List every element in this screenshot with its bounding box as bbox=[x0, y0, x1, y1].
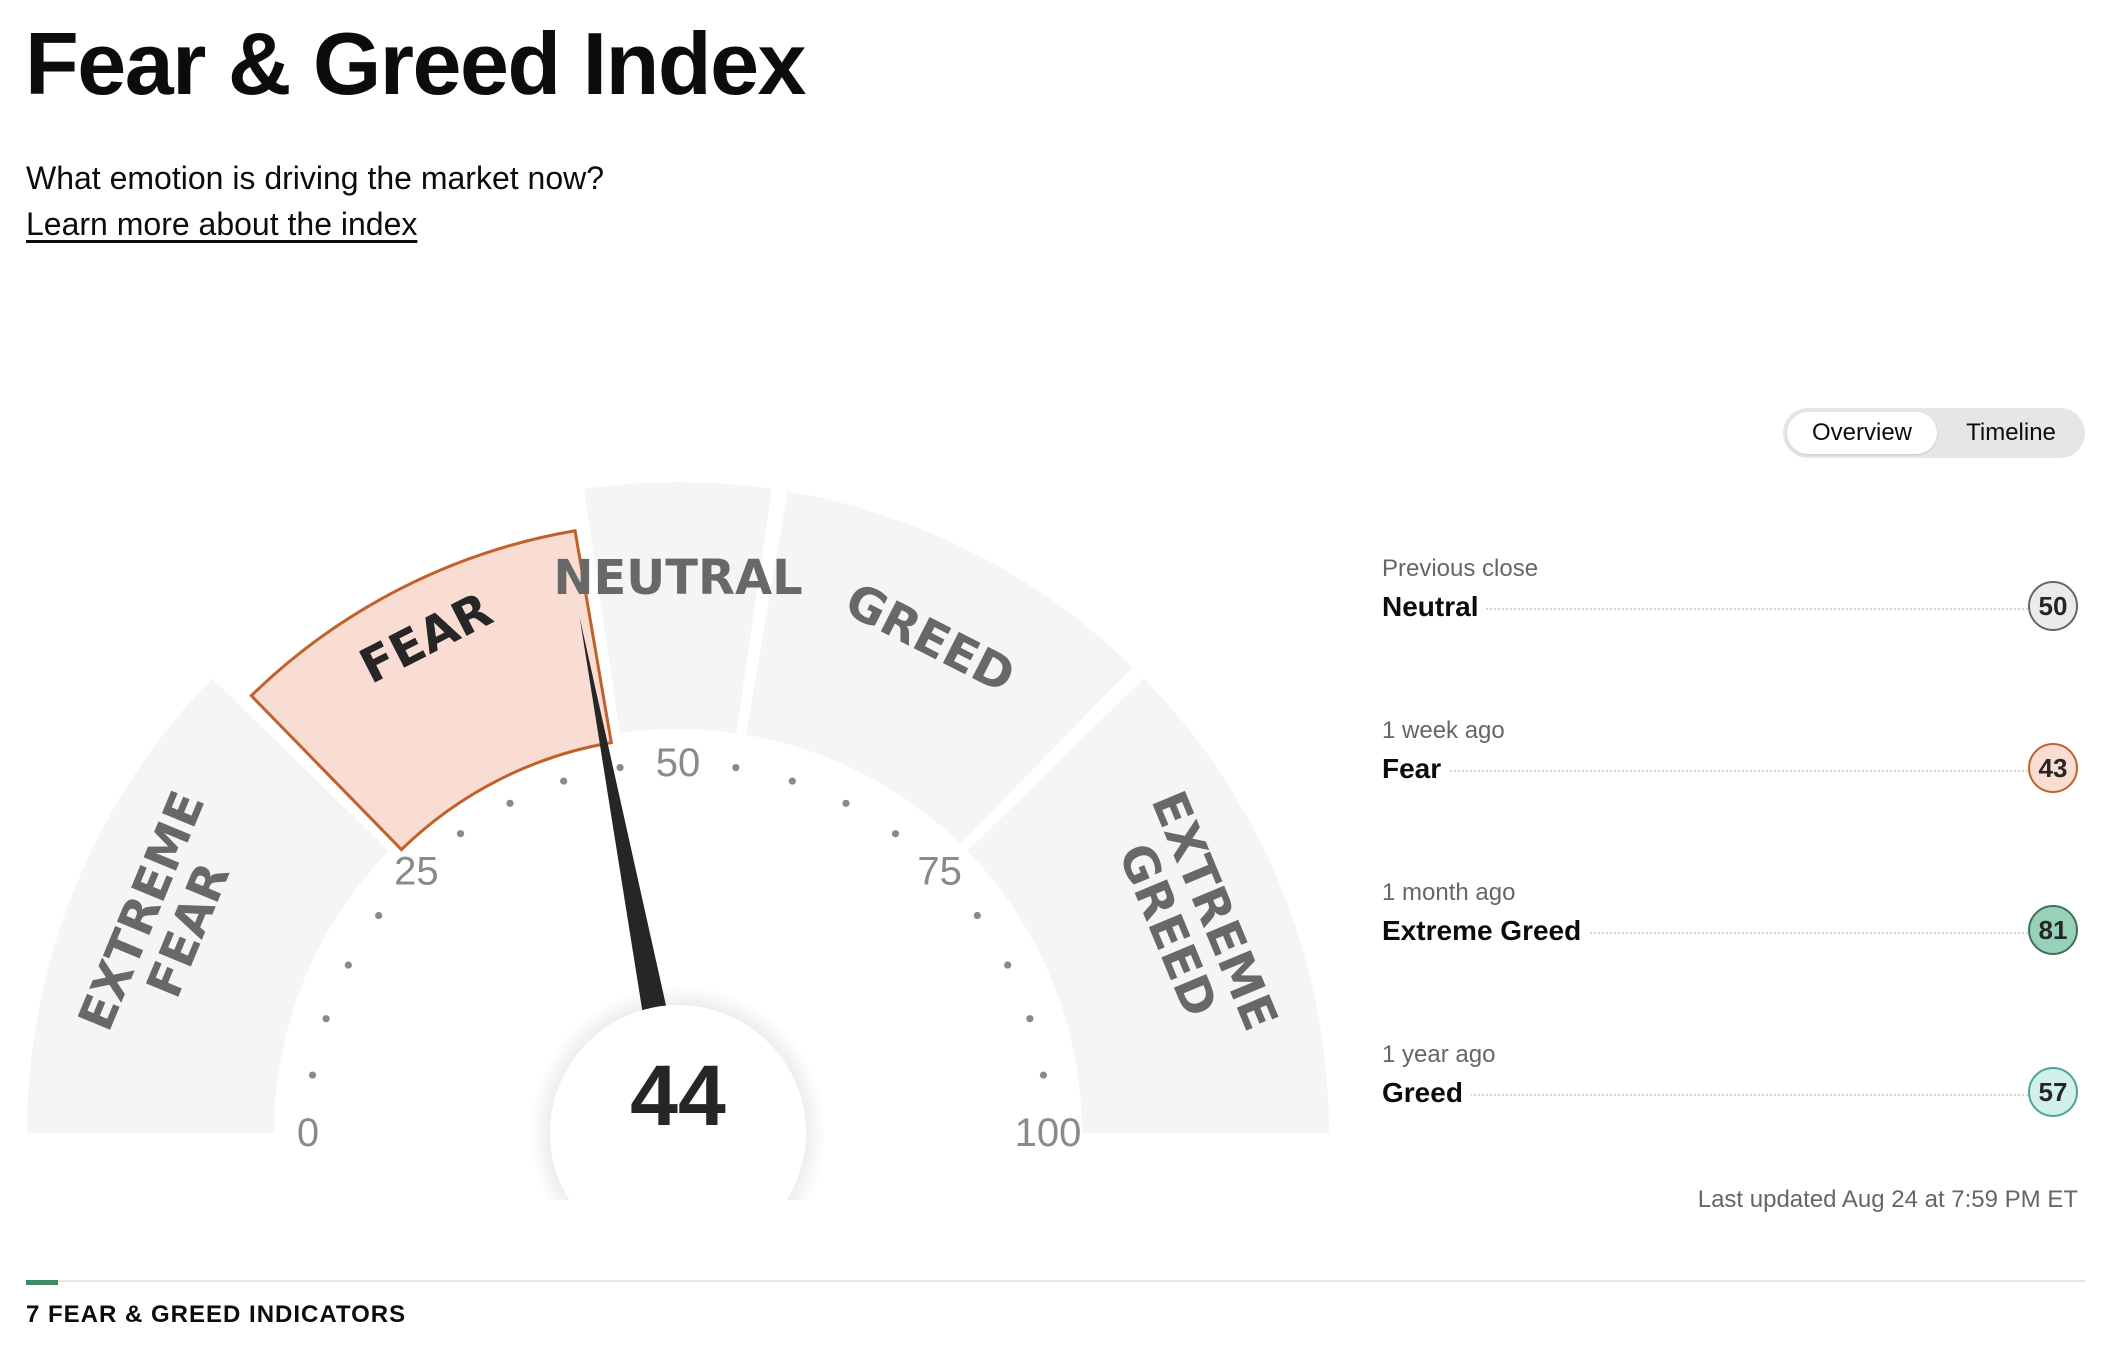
history-label: Previous close bbox=[1382, 555, 1539, 582]
history-rating: Extreme Greed bbox=[1382, 912, 1590, 950]
history-rating: Greed bbox=[1382, 1074, 1471, 1112]
history-value-badge: 50 bbox=[2028, 581, 2078, 631]
history-leader bbox=[1382, 1094, 2048, 1096]
history-value-badge: 57 bbox=[2028, 1067, 2078, 1117]
gauge-segment-fear bbox=[249, 529, 614, 852]
indicators-heading: 7 FEAR & GREED INDICATORS bbox=[26, 1301, 407, 1328]
timeline-tab[interactable]: Timeline bbox=[1966, 419, 2056, 446]
learn-more-link[interactable]: Learn more about the index bbox=[26, 206, 418, 242]
gauge-tick-dot bbox=[322, 1015, 330, 1023]
view-toggle: Overview Timeline bbox=[1783, 408, 2085, 458]
gauge-tick-dot bbox=[560, 777, 568, 785]
gauge-tick-dot bbox=[344, 961, 352, 969]
gauge-tick-dot bbox=[456, 830, 465, 838]
history-leader bbox=[1382, 932, 2048, 934]
page-subtitle: What emotion is driving the market now? bbox=[26, 160, 605, 196]
gauge-tick-dot bbox=[1039, 1071, 1048, 1079]
gauge-tick-dot bbox=[375, 911, 383, 920]
gauge-tick-dot bbox=[842, 799, 850, 807]
gauge-segment-extreme-fear bbox=[27, 678, 389, 1133]
gauge-tick-dot bbox=[732, 763, 740, 772]
gauge-tick-dot bbox=[1004, 961, 1012, 969]
history-item-1-month-ago: 1 month ago Extreme Greed 81 bbox=[1382, 876, 2078, 976]
gauge-tick-dot bbox=[973, 911, 981, 920]
history-item-previous-close: Previous close Neutral 50 bbox=[1382, 552, 2078, 652]
history-label: 1 month ago bbox=[1382, 879, 1516, 906]
gauge-tick-label: 75 bbox=[917, 849, 962, 893]
overview-tab[interactable]: Overview bbox=[1787, 412, 1937, 454]
last-updated: Last updated Aug 24 at 7:59 PM ET bbox=[1697, 1186, 2078, 1213]
gauge-tick-label: 0 bbox=[297, 1111, 319, 1155]
history-label: 1 week ago bbox=[1382, 717, 1505, 744]
gauge-tick-dot bbox=[616, 763, 624, 772]
history-value-badge: 81 bbox=[2028, 905, 2078, 955]
section-divider-accent bbox=[26, 1280, 58, 1285]
gauge-tick-dot bbox=[1026, 1015, 1034, 1023]
section-divider bbox=[26, 1280, 2085, 1282]
gauge-tick-label: 50 bbox=[656, 741, 701, 785]
gauge-segment-greed bbox=[746, 491, 1133, 844]
history-leader bbox=[1382, 608, 2048, 610]
gauge-tick-dot bbox=[891, 830, 900, 838]
gauge-tick-dot bbox=[308, 1071, 317, 1079]
gauge-segment-extreme-greed bbox=[967, 678, 1329, 1133]
history-label: 1 year ago bbox=[1382, 1041, 1496, 1068]
gauge-tick-label: 25 bbox=[394, 849, 439, 893]
history-rating: Fear bbox=[1382, 750, 1450, 788]
history-value-badge: 43 bbox=[2028, 743, 2078, 793]
history-rating: Neutral bbox=[1382, 588, 1487, 626]
page-title: Fear & Greed Index bbox=[25, 14, 806, 113]
gauge-tick-label: 100 bbox=[1015, 1111, 1082, 1155]
gauge-label-neutral: NEUTRAL bbox=[553, 550, 802, 606]
history-item-1-week-ago: 1 week ago Fear 43 bbox=[1382, 714, 2078, 814]
gauge-hub bbox=[550, 1005, 806, 1200]
gauge-tick-dot bbox=[788, 777, 796, 785]
gauge-score: 44 bbox=[630, 1048, 726, 1144]
history-item-1-year-ago: 1 year ago Greed 57 bbox=[1382, 1038, 2078, 1138]
gauge-segment-neutral bbox=[584, 482, 772, 734]
history-leader bbox=[1382, 770, 2048, 772]
gauge-tick-dot bbox=[506, 799, 514, 807]
